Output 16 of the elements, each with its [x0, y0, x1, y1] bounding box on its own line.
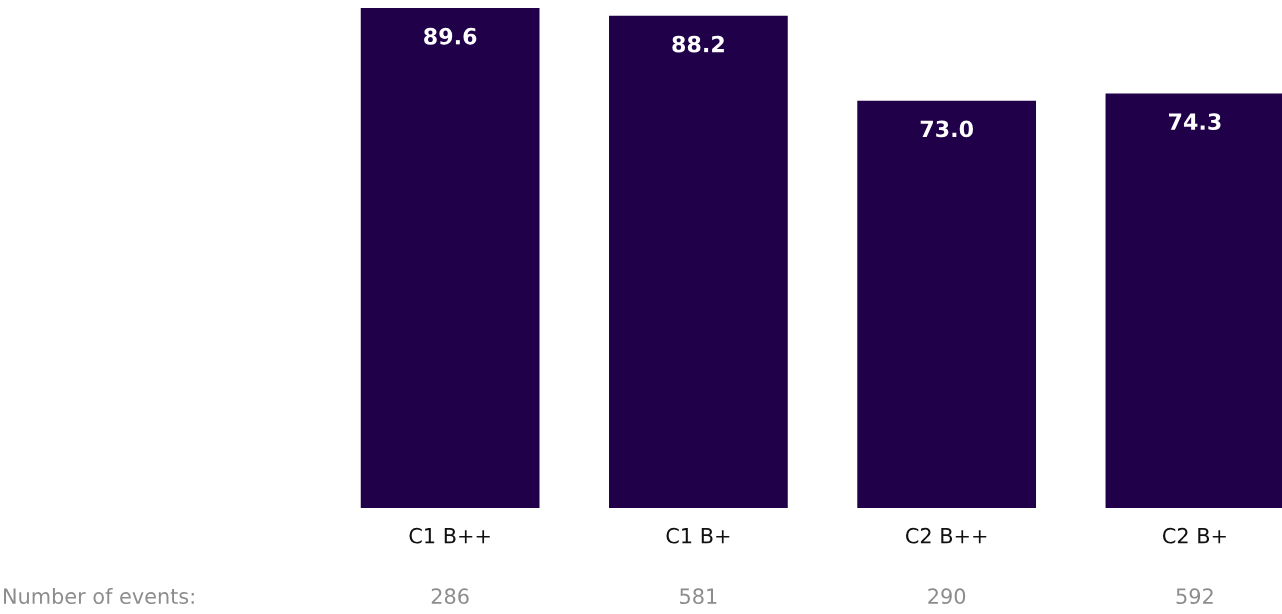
x-tick-label: C1 B+ — [666, 527, 730, 544]
text: Number of events: — [4, 587, 194, 605]
bar — [360, 8, 540, 508]
x-tick-label: C1 B++ — [409, 527, 490, 544]
x-tick-label: C2 B++ — [906, 527, 987, 544]
bar — [857, 100, 1037, 508]
data-label: 89.6 — [424, 27, 477, 45]
text: 592 — [1176, 588, 1213, 605]
text: 286 — [431, 588, 469, 605]
data-label: 73.0 — [920, 120, 973, 138]
bar — [609, 15, 788, 508]
x-tick-label: C2 B+ — [1162, 527, 1226, 544]
data-label: 88.2 — [672, 35, 724, 53]
data-label: 74.3 — [1168, 113, 1221, 131]
text: 581 — [680, 588, 717, 605]
text: 290 — [928, 588, 966, 605]
